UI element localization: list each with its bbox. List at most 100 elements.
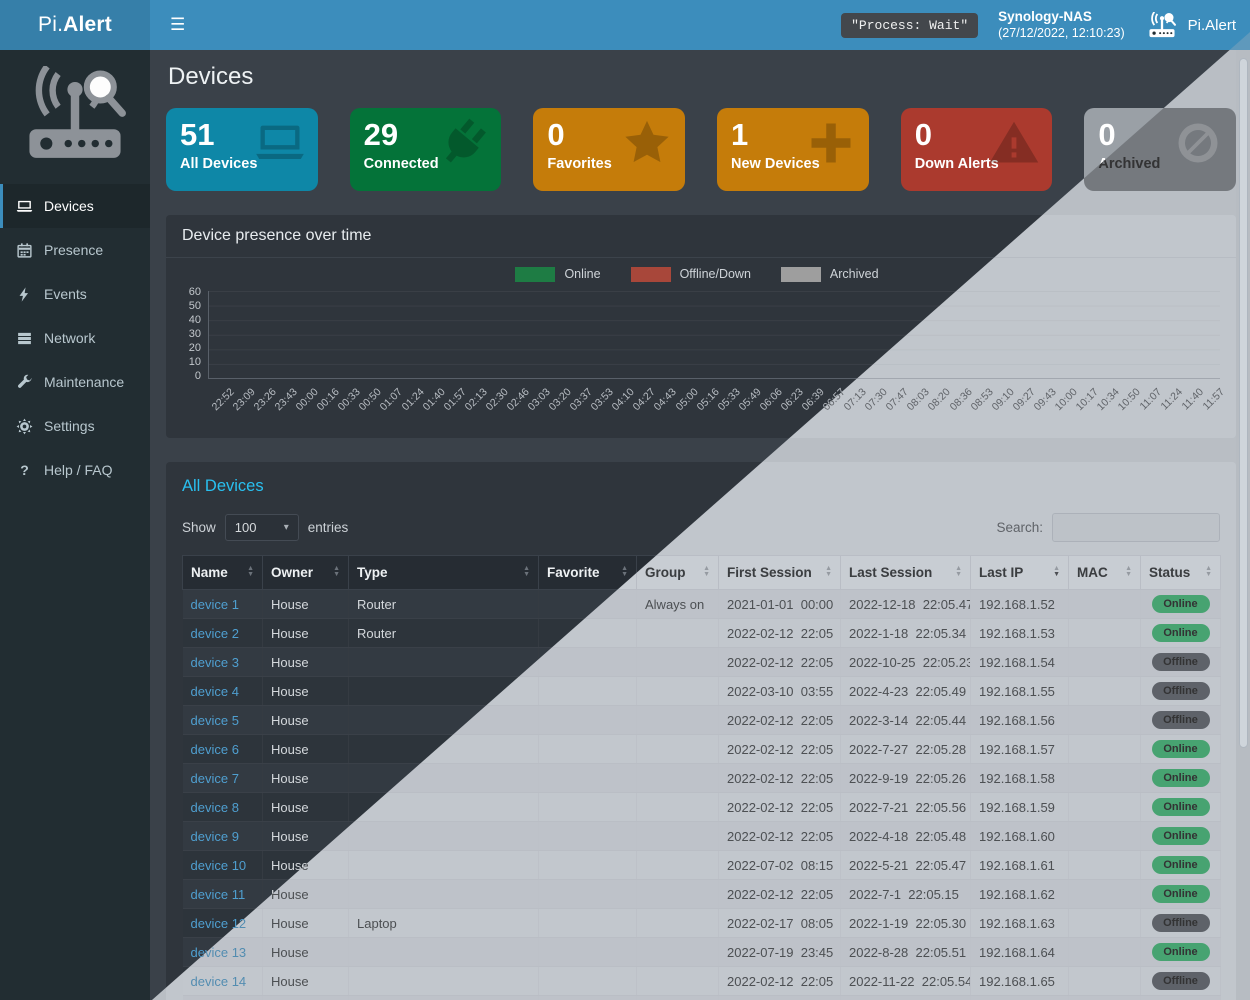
device-link[interactable]: device 12 [190,915,247,931]
cell-type [348,792,539,823]
sidebar-item-help[interactable]: ? Help / FAQ [0,448,150,492]
x-tick: 07:47 [883,386,912,414]
column-header-last-session[interactable]: Last Session ▲ ▼ [840,555,971,591]
device-link[interactable]: device 9 [190,828,239,844]
device-link[interactable]: device 6 [190,741,239,757]
column-header-group[interactable]: Group ▲ ▼ [636,555,719,591]
scrollbar-thumb[interactable] [1239,58,1248,748]
device-link[interactable]: device 11 [190,886,246,902]
cell-favorite [538,995,637,1000]
sort-icon[interactable]: ▲ ▼ [703,565,710,578]
cell-group [636,647,719,678]
sidebar-item-network[interactable]: Network [0,316,150,360]
cell-status: Online [1140,937,1221,968]
device-link[interactable]: device 4 [190,683,239,699]
sort-icon[interactable]: ▲ ▼ [523,565,530,578]
table-row: device 11 House 2022-02-12 22:05 2022-7-1 2… [182,879,1221,910]
cell-group [636,908,719,939]
column-header-name[interactable]: Name ▲ ▼ [182,555,263,591]
cell-favorite [538,937,637,968]
summary-card-archived[interactable]: 0 Archived [1084,108,1236,191]
entries-select[interactable]: 100 ▾ [224,514,299,542]
summary-card-connected[interactable]: 29 Connected [349,108,502,191]
x-tick: 03:53 [588,386,616,414]
laptop-icon [16,198,33,215]
device-link[interactable]: device 1 [190,596,239,612]
cell-type [348,850,539,881]
sidebar-item-maintenance[interactable]: Maintenance [0,360,150,404]
device-link[interactable]: device 13 [190,944,247,960]
device-link[interactable]: device 7 [190,770,239,786]
sort-icon[interactable]: ▲ ▼ [1125,565,1132,578]
column-label: Favorite [547,565,600,581]
cell-name: device 6 [182,734,263,765]
device-link[interactable]: device 3 [190,654,239,670]
x-tick: 08:36 [947,386,975,414]
cell-mac [1068,966,1141,997]
sidebar-item-events[interactable]: Events [0,272,150,316]
column-header-favorite[interactable]: Favorite ▲ ▼ [538,555,637,591]
brand-logo[interactable]: Pi. Alert [0,0,150,50]
network-rows-icon [16,330,33,347]
x-tick: 05:16 [694,386,722,414]
x-tick: 00:16 [314,386,342,414]
sort-icon[interactable]: ▲ ▼ [247,565,254,578]
cell-first_session: 2022-03-10 03:55 [718,676,841,707]
sidebar-item-devices[interactable]: Devices [0,184,150,228]
cell-last_session: 2022-10-25 22:05.23 [840,647,971,678]
device-link[interactable]: device 5 [190,712,239,728]
x-tick: 09:10 [989,386,1017,414]
sidebar-item-settings[interactable]: Settings [0,404,150,448]
summary-card-new-devices[interactable]: 1 New Devices [717,108,869,191]
x-tick: 10:34 [1094,386,1122,414]
column-header-mac[interactable]: MAC ▲ ▼ [1068,555,1141,591]
device-link[interactable]: device 2 [190,625,239,641]
app-name: Pi.Alert [1187,16,1236,34]
cell-favorite [538,821,637,852]
cell-first_session: 2022-02-12 22:05 [718,995,841,1000]
x-tick: 03:20 [546,386,574,414]
device-link[interactable]: device 14 [190,973,247,989]
summary-card-all-devices[interactable]: 51 All Devices [166,108,318,191]
search-input[interactable] [1052,513,1220,543]
sidebar-item-label: Devices [44,198,94,214]
x-tick: 06:57 [820,386,848,414]
sort-icon[interactable]: ▲ ▼ [825,565,832,578]
column-header-first-session[interactable]: First Session ▲ ▼ [718,555,841,591]
cell-last_ip: 192.168.1.62 [970,879,1069,910]
sort-icon[interactable]: ▲ ▼ [621,565,628,578]
column-header-status[interactable]: Status ▲ ▼ [1140,555,1221,591]
cell-first_session: 2022-02-12 22:05 [718,821,841,852]
cell-mac [1068,908,1141,939]
table-row: device 12 House Laptop 2022-02-17 08:05 2022… [182,908,1221,939]
table-row: device 8 House 2022-02-12 22:05 2022-7-21 2… [182,792,1221,823]
device-link[interactable]: device 8 [190,799,239,815]
y-tick-label: 30 [188,328,201,341]
hamburger-icon[interactable]: ☰ [170,15,186,34]
sidebar-item-presence[interactable]: Presence [0,228,150,272]
sort-icon[interactable]: ▲ ▼ [333,565,340,578]
sort-icon[interactable]: ▲ ▼ [1205,565,1212,578]
star-icon [621,117,673,169]
summary-card-down-alerts[interactable]: 0 Down Alerts [900,108,1053,191]
x-tick: 01:24 [399,386,427,414]
cell-last_session: 2022-7-27 22:05.28 [840,734,971,765]
cell-type [348,676,539,707]
summary-card-favorites[interactable]: 0 Favorites [533,108,686,191]
column-header-type[interactable]: Type ▲ ▼ [348,555,539,591]
sort-icon[interactable]: ▲ ▼ [955,565,962,578]
device-link[interactable]: device 10 [190,857,247,873]
x-tick: 05:00 [673,386,701,414]
cell-first_session: 2022-07-19 23:45 [718,937,841,968]
column-header-last-ip[interactable]: Last IP ▲ ▼ [970,555,1069,591]
status-badge: Offline [1151,914,1210,933]
cell-last_session: 2022-7-21 22:05.56 [840,792,971,823]
column-header-owner[interactable]: Owner ▲ ▼ [262,555,349,591]
x-tick: 06:39 [799,386,827,414]
sort-icon[interactable]: ▲ ▼ [1053,565,1060,578]
cell-first_session: 2022-02-12 22:05 [718,647,841,678]
x-tick: 08:03 [905,386,933,414]
cell-first_session: 2022-02-17 08:05 [718,908,841,939]
x-tick: 00:33 [335,386,364,414]
sidebar-item-label: Presence [44,242,104,258]
